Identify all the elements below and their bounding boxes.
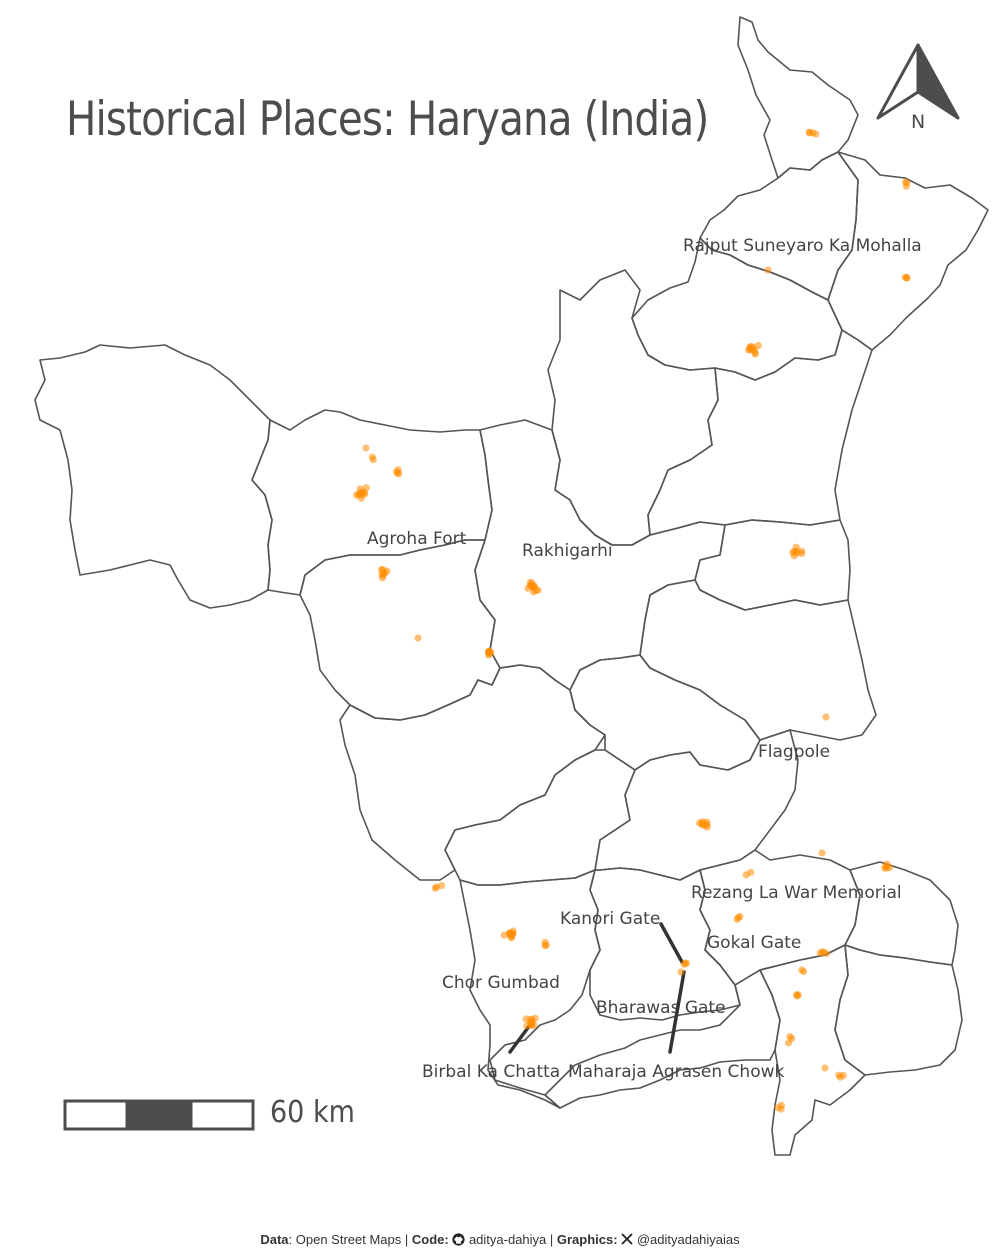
historical-place-dot xyxy=(881,864,889,872)
leader-maharaja-agrasen-chowk xyxy=(668,970,686,1054)
historical-place-dot xyxy=(362,484,370,492)
label-gokal-gate: Gokal Gate xyxy=(707,933,801,953)
historical-place-dot xyxy=(793,992,801,1000)
label-maharaja-agrasen-chowk: Maharaja Agrasen Chowk xyxy=(568,1062,784,1082)
historical-place-dot xyxy=(792,543,800,551)
leader-birbal-ka-chatta xyxy=(508,1023,532,1054)
district-mahendragarh xyxy=(459,869,601,1109)
historical-place-dot xyxy=(821,1064,829,1072)
historical-place-dot xyxy=(357,494,365,502)
caption-graphics-label: Graphics: xyxy=(556,1232,618,1247)
district-kaithal xyxy=(547,269,719,546)
historical-place-dot xyxy=(677,968,685,976)
historical-place-dot xyxy=(508,934,516,942)
caption-code-handle[interactable]: aditya-dahiya xyxy=(468,1232,547,1247)
label-bharawas-gate: Bharawas Gate xyxy=(596,998,726,1018)
map-title: Historical Places: Haryana (India) xyxy=(66,92,709,147)
historical-place-dot xyxy=(529,583,537,591)
historical-place-dot xyxy=(784,1039,793,1047)
label-birbal-ka-chatta: Birbal Ka Chatta xyxy=(422,1062,560,1082)
historical-place-dot xyxy=(432,883,441,891)
historical-place-dot xyxy=(485,648,493,656)
caption-code-label: Code: xyxy=(411,1232,449,1247)
district-faridabad xyxy=(844,861,959,966)
historical-place-dot xyxy=(786,1033,794,1041)
caption-data-label: Data xyxy=(260,1232,289,1247)
historical-place-dot xyxy=(798,549,806,558)
district-bhiwani xyxy=(339,664,606,881)
north-label: N xyxy=(911,111,925,133)
label-flagpole: Flagpole xyxy=(758,742,830,762)
district-hisar xyxy=(299,539,501,721)
historical-place-dot xyxy=(414,634,422,642)
historical-place-dot xyxy=(799,968,808,976)
historical-place-dot xyxy=(818,949,826,957)
historical-place-dot xyxy=(822,713,830,721)
historical-place-dot xyxy=(381,569,389,577)
historical-place-dot xyxy=(362,444,370,452)
leader-kanori-gate xyxy=(659,922,684,964)
historical-place-dot xyxy=(806,129,814,137)
label-agroha-fort: Agroha Fort xyxy=(367,529,467,549)
historical-place-dots xyxy=(353,128,911,1113)
district-nuh xyxy=(759,944,866,1156)
district-sonipat xyxy=(694,519,851,611)
historical-place-dot xyxy=(764,266,772,274)
historical-place-dot xyxy=(703,818,711,826)
district-karnal xyxy=(647,329,873,536)
historical-place-dot xyxy=(742,871,750,879)
historical-place-dot xyxy=(541,938,549,946)
district-ambala xyxy=(699,151,859,301)
district-rewari-south xyxy=(544,969,781,1109)
historical-place-dot xyxy=(680,960,688,968)
district-rohtak xyxy=(569,654,761,771)
github-icon xyxy=(452,1233,465,1246)
place-labels: Rajput Suneyaro Ka Mohalla Agroha Fort R… xyxy=(367,236,922,1082)
label-rakhigarhi: Rakhigarhi xyxy=(522,541,613,561)
historical-place-dot xyxy=(394,469,402,477)
historical-place-dot xyxy=(736,913,744,921)
historical-place-dot xyxy=(527,1019,535,1027)
north-arrow-icon: N xyxy=(876,43,960,133)
caption-separator: | xyxy=(546,1232,557,1247)
historical-place-dot xyxy=(835,1071,843,1079)
label-rajput-suneyaro-ka-mohalla: Rajput Suneyaro Ka Mohalla xyxy=(683,236,922,256)
scale-bar-label: 60 km xyxy=(270,1095,355,1130)
district-palwal xyxy=(834,944,963,1076)
caption-data-value: : Open Street Maps | xyxy=(288,1232,412,1247)
district-sirsa xyxy=(34,344,273,609)
historical-place-dot xyxy=(812,130,820,138)
historical-place-dot xyxy=(358,488,366,496)
caption: Data: Open Street Maps | Code: aditya-da… xyxy=(0,1232,1000,1247)
district-fatehabad xyxy=(251,409,493,596)
historical-place-dot xyxy=(368,453,376,461)
label-chor-gumbad: Chor Gumbad xyxy=(442,973,560,993)
label-rezang-la-war-memorial: Rezang La War Memorial xyxy=(691,883,902,903)
district-charkhi-dadri xyxy=(444,749,636,886)
district-boundaries xyxy=(34,16,989,1156)
scale-bar xyxy=(63,1099,255,1131)
historical-place-dot xyxy=(774,1104,782,1112)
caption-graphics-handle[interactable]: @adityadahiyaias xyxy=(636,1232,740,1247)
label-kanori-gate: Kanori Gate xyxy=(560,909,660,929)
historical-place-dot xyxy=(903,179,911,187)
district-rewari xyxy=(589,867,741,1021)
historical-place-dot xyxy=(818,849,826,857)
x-logo-icon xyxy=(621,1233,633,1245)
historical-place-dot xyxy=(903,274,911,282)
historical-place-dot xyxy=(746,346,755,354)
district-panipat xyxy=(639,579,877,741)
leader-lines xyxy=(508,922,686,1054)
